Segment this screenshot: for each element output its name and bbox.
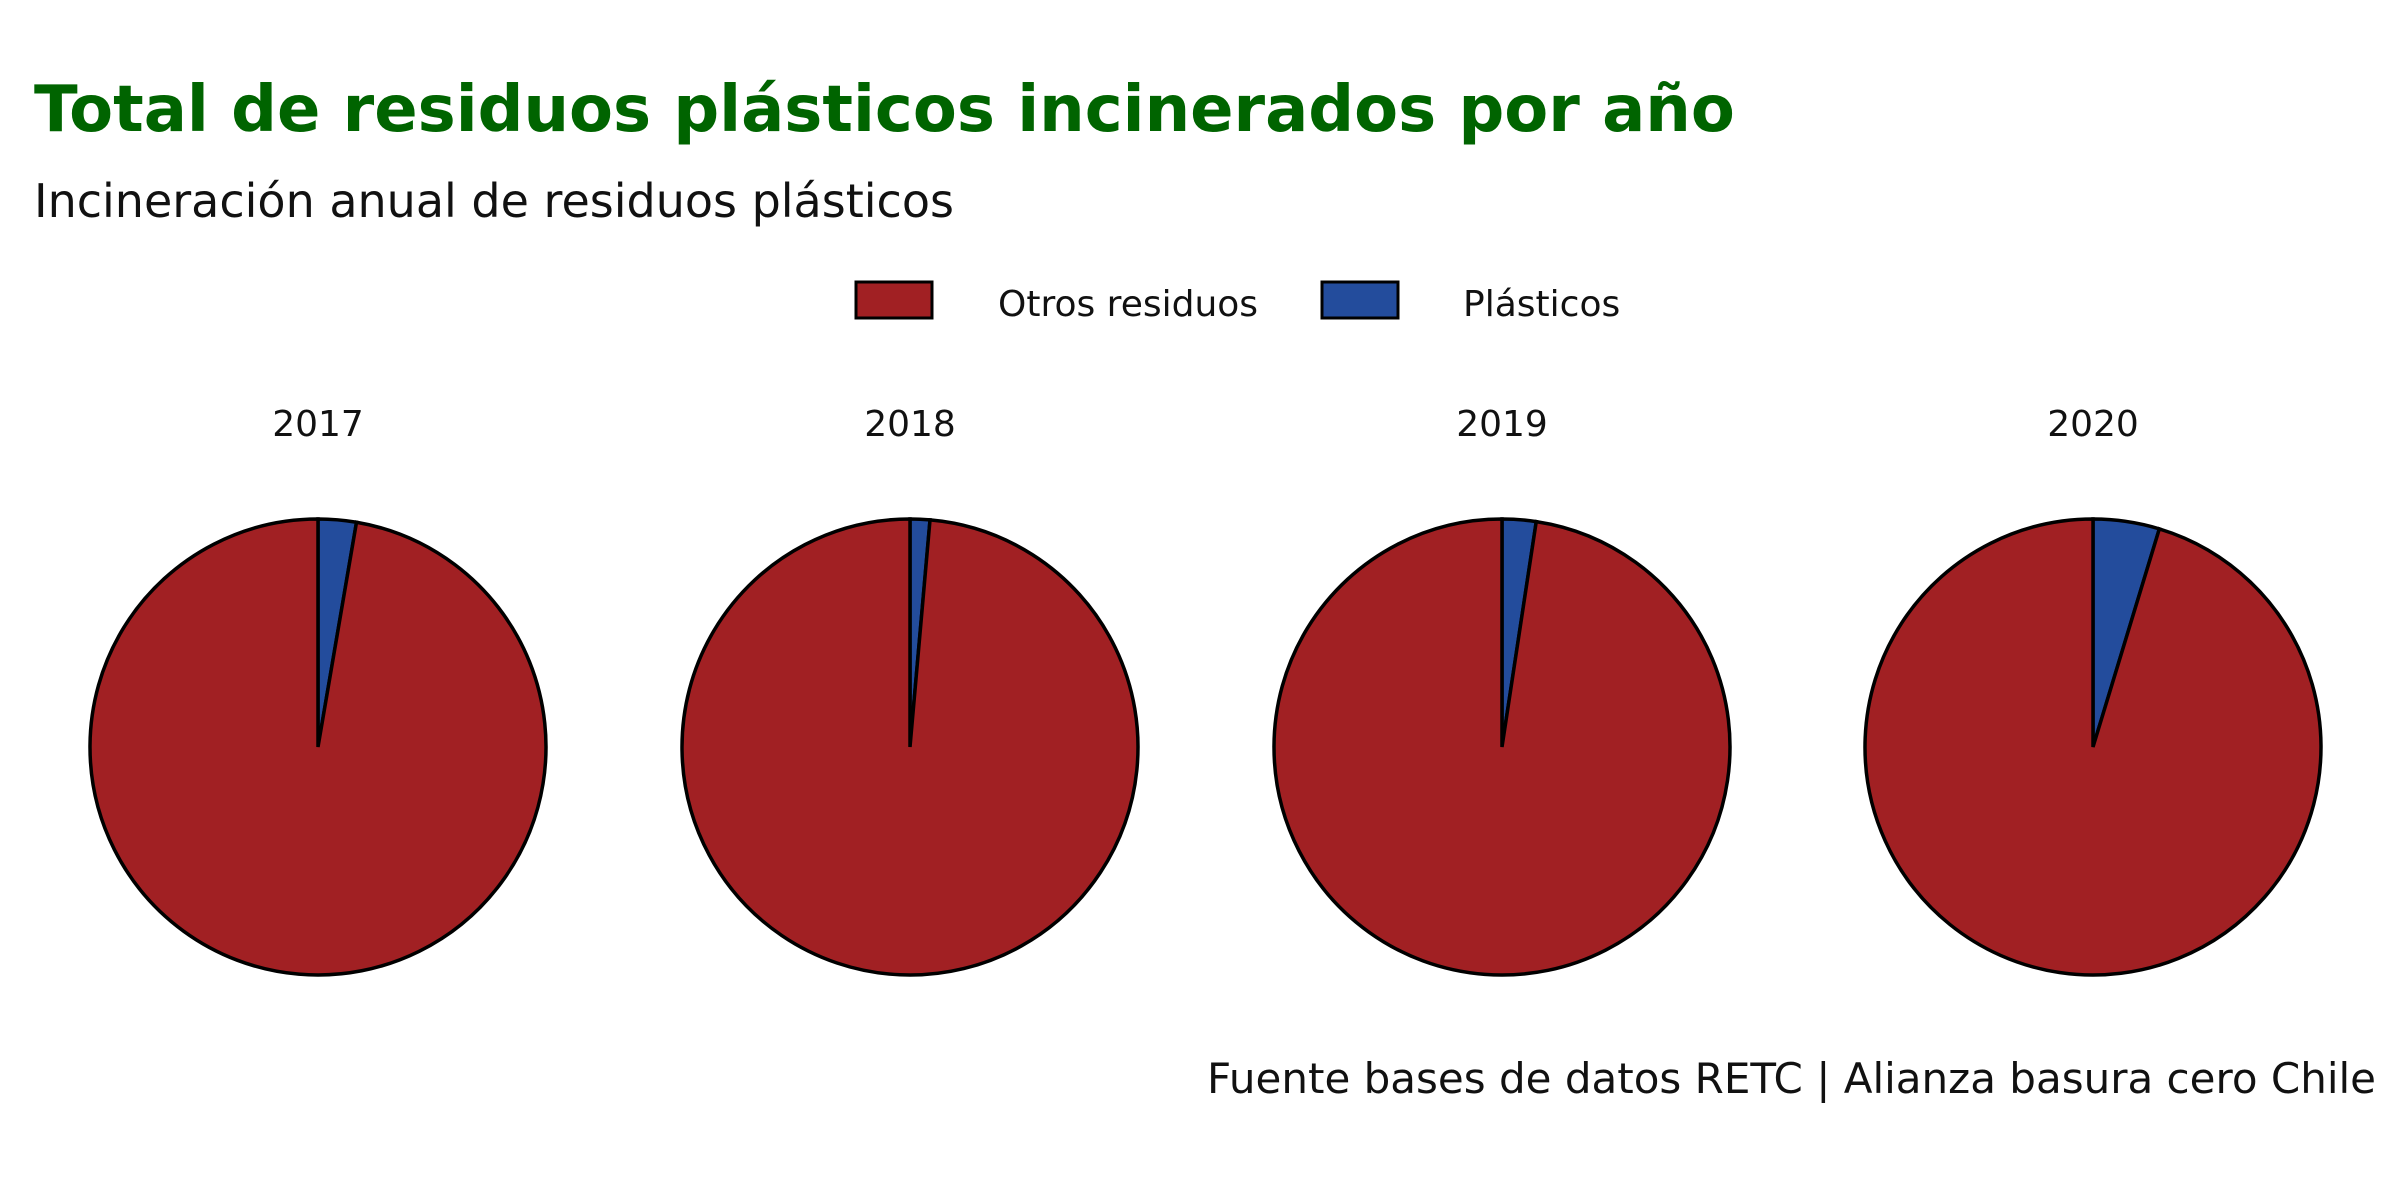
chart-title: Total de residuos plásticos incinerados …	[34, 73, 1735, 147]
legend-key-plasticos	[1320, 280, 1400, 320]
facet-label-2019: 2019	[1456, 404, 1548, 445]
pie-facets: 2017 2018 2019 2020	[88, 404, 2323, 977]
slice-2018-otros-residuos	[680, 517, 1140, 977]
pie-2017: 2017	[88, 404, 548, 977]
pie-2020: 2020	[1863, 404, 2323, 977]
pie-2019: 2019	[1272, 404, 1732, 977]
chart-subtitle: Incineración anual de residuos plásticos	[34, 174, 954, 228]
slice-2020-otros-residuos	[1863, 517, 2323, 977]
legend-label-plasticos: Plásticos	[1463, 284, 1620, 325]
facet-label-2017: 2017	[272, 404, 364, 445]
legend: Otros residuos Plásticos	[854, 280, 1620, 325]
slice-2017-otros-residuos	[88, 517, 548, 977]
facet-label-2018: 2018	[864, 404, 956, 445]
facet-label-2020: 2020	[2047, 404, 2139, 445]
chart-caption: Fuente bases de datos RETC | Alianza bas…	[1207, 1054, 2376, 1103]
pie-2018: 2018	[680, 404, 1140, 977]
legend-key-otros-residuos	[854, 280, 934, 320]
legend-label-otros-residuos: Otros residuos	[998, 284, 1258, 325]
slice-2019-otros-residuos	[1272, 517, 1732, 977]
